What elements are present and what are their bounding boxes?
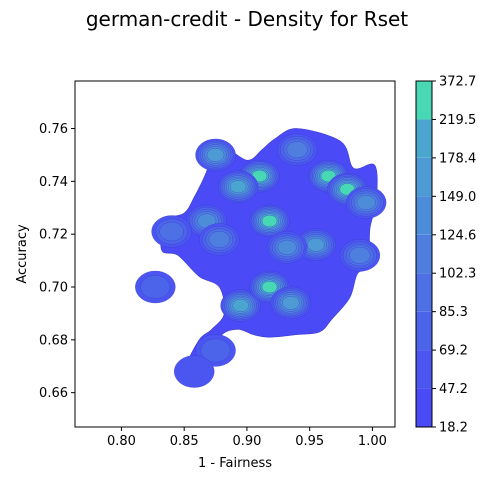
colorbar: 18.2 47.2 69.2 85.3 102.3 124.6 149.0 178.4 219.… xyxy=(415,75,476,436)
y-tick-label: 0.72 xyxy=(39,228,68,243)
chart-title: german-credit - Density for Rset xyxy=(86,7,408,31)
y-tick-label: 0.74 xyxy=(39,175,68,190)
colorbar-tick-label: 47.2 xyxy=(439,382,468,397)
plot-frame xyxy=(74,80,396,428)
density-peak xyxy=(173,355,215,388)
y-tick-label: 0.70 xyxy=(39,281,68,296)
density-contours xyxy=(135,128,387,388)
density-peak xyxy=(220,289,261,322)
x-tick-label: 0.80 xyxy=(107,434,136,449)
colorbar-tick-label: 372.7 xyxy=(439,75,476,90)
density-peak xyxy=(135,270,176,304)
density-peak xyxy=(266,231,308,264)
colorbar-segment xyxy=(416,234,432,274)
colorbar-segment xyxy=(416,196,432,235)
colorbar-tick-label: 149.0 xyxy=(439,190,476,205)
colorbar-frame xyxy=(415,80,433,428)
colorbar-tick-label: 178.4 xyxy=(439,151,476,166)
x-axis: 0.80 0.85 0.90 0.95 1.00 xyxy=(107,427,387,449)
colorbar-segment xyxy=(416,119,432,158)
x-tick-label: 0.85 xyxy=(170,434,199,449)
colorbar-tick-label: 69.2 xyxy=(439,344,468,359)
colorbar-segment xyxy=(416,81,432,120)
colorbar-tick-label: 85.3 xyxy=(439,305,468,320)
density-peak xyxy=(270,286,312,320)
colorbar-segment xyxy=(416,311,432,351)
colorbar-tick-label: 124.6 xyxy=(439,228,476,243)
density-peak xyxy=(217,170,259,203)
y-axis: 0.66 0.68 0.70 0.72 0.74 0.76 xyxy=(39,122,75,401)
colorbar-segment xyxy=(416,388,432,427)
density-peak xyxy=(327,173,368,206)
colorbar-tick-label: 102.3 xyxy=(439,267,476,282)
density-peak xyxy=(339,239,381,272)
density-peak xyxy=(151,215,192,248)
x-tick-label: 1.00 xyxy=(358,434,387,449)
y-tick-label: 0.76 xyxy=(39,122,68,137)
x-axis-label: 1 - Fairness xyxy=(198,456,272,471)
y-tick-label: 0.68 xyxy=(39,333,68,348)
colorbar-tick-label: 219.5 xyxy=(439,113,476,128)
x-tick-label: 0.90 xyxy=(232,434,261,449)
colorbar-segment xyxy=(416,350,432,389)
colorbar-tick-label: 18.2 xyxy=(439,421,468,436)
density-peak xyxy=(345,186,387,219)
y-axis-label: Accuracy xyxy=(15,224,30,284)
x-tick-label: 0.95 xyxy=(295,434,324,449)
density-peak xyxy=(249,204,290,238)
colorbar-segment xyxy=(416,157,432,197)
y-tick-label: 0.66 xyxy=(39,386,68,401)
density-peak xyxy=(199,223,240,256)
density-peak xyxy=(276,133,318,166)
colorbar-segment xyxy=(416,273,432,312)
density-peak xyxy=(195,138,236,172)
